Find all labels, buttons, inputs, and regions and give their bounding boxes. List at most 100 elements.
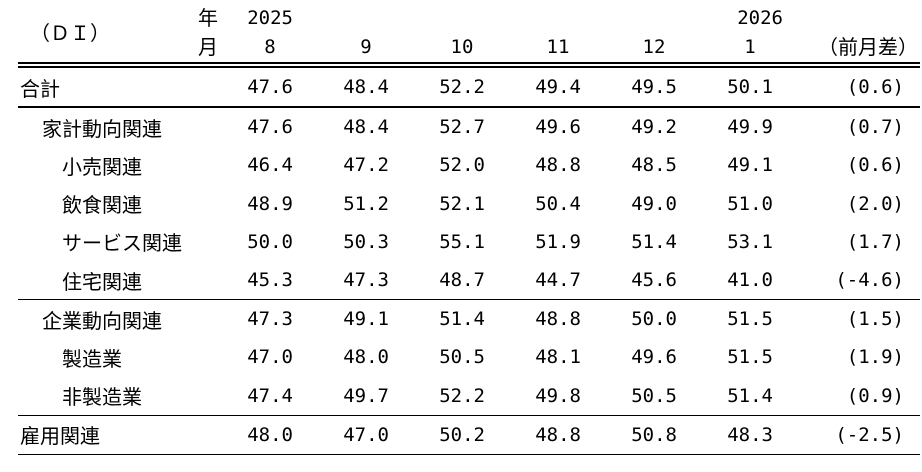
month-cell: 9 (293, 33, 389, 68)
table-body: 合計 47.6 48.4 52.2 49.4 49.5 50.1 (0.6) 家計動向関連 47.… (18, 65, 920, 455)
value-cell: 49.4 (485, 65, 581, 109)
value-cell: 48.8 (485, 415, 581, 455)
value-cell: 50.0 (631, 308, 677, 331)
value-cell: 51.9 (535, 230, 581, 253)
table-row: 家計動向関連 47.6 48.4 52.7 49.6 49.2 49.9 (0.7) (18, 107, 920, 146)
blank-cell (773, 4, 920, 33)
year-2025-label: 2025 (247, 7, 293, 29)
value-cell: 51.0 (727, 192, 773, 215)
value-cell: 44.7 (485, 260, 581, 301)
month-cell: 10 (389, 33, 485, 68)
value-cell: 51.5 (727, 308, 773, 331)
value-cell: 50.0 (247, 230, 293, 253)
table-row: 非製造業 47.4 49.7 52.2 49.8 50.5 51.4 (0.9) (18, 376, 920, 416)
value-cell: 48.0 (197, 415, 293, 455)
value-cell: 50.8 (581, 415, 677, 455)
value-cell: 52.7 (439, 116, 485, 139)
value-cell: 49.6 (631, 346, 677, 369)
value-cell: 49.0 (631, 192, 677, 215)
diff-cell: (-2.5) (773, 415, 920, 455)
value-cell: 49.2 (631, 116, 677, 139)
value-cell: 50.3 (343, 230, 389, 253)
diff-cell: (1.7) (846, 230, 904, 253)
blank-cell (389, 4, 485, 33)
month-cell: 12 (581, 33, 677, 68)
value-cell: 45.6 (581, 260, 677, 301)
value-cell: 51.2 (343, 192, 389, 215)
table-row: 雇用関連 48.0 47.0 50.2 48.8 50.8 48.3 (-2.5) (18, 415, 920, 455)
di-table: （ＤＩ） 年 2025 2026 月 8 9 (18, 4, 920, 455)
value-cell: 48.1 (535, 346, 581, 369)
header-month-row: 月 8 9 10 11 12 1 （前月差） (18, 33, 920, 68)
diff-cell: (-4.6) (773, 260, 920, 301)
diff-cell: (2.0) (846, 192, 904, 215)
table-row: 住宅関連 45.3 47.3 48.7 44.7 45.6 41.0 (-4.6) (18, 260, 920, 301)
row-label: 企業動向関連 (42, 308, 162, 333)
value-cell: 51.5 (727, 346, 773, 369)
value-cell: 51.4 (439, 308, 485, 331)
value-cell: 53.1 (727, 230, 773, 253)
header-year-row: （ＤＩ） 年 2025 2026 (18, 4, 920, 68)
value-cell: 49.7 (293, 376, 389, 416)
diff-cell: (1.9) (846, 346, 904, 369)
table-row: サービス関連 50.0 50.3 55.1 51.9 51.4 53.1 (1.7) (18, 223, 920, 261)
value-cell: 50.2 (389, 415, 485, 455)
row-label: 小売関連 (62, 154, 142, 179)
table-row: 企業動向関連 47.3 49.1 51.4 48.8 50.0 51.5 (1.5) (18, 300, 920, 339)
corner-label: （ＤＩ） (18, 4, 197, 68)
table-row: 製造業 47.0 48.0 50.5 48.1 49.6 51.5 (1.9) (18, 338, 920, 376)
month-header: 8 (264, 36, 276, 58)
blank-cell (293, 4, 389, 33)
month-header: 1 (744, 36, 756, 58)
month-cell: 1 (677, 33, 773, 68)
year-2026-label: 2026 (737, 7, 783, 29)
value-cell: 50.1 (677, 65, 773, 109)
value-cell: 47.2 (343, 154, 389, 177)
value-cell: 51.4 (677, 376, 773, 416)
value-cell: 49.8 (485, 376, 581, 416)
year-cell-left: 年 2025 (197, 4, 293, 33)
value-cell: 46.4 (247, 154, 293, 177)
value-cell: 49.1 (343, 308, 389, 331)
row-label: 住宅関連 (18, 260, 197, 301)
diff-cell: (0.6) (846, 154, 904, 177)
value-cell: 52.2 (389, 65, 485, 109)
value-cell: 48.8 (535, 154, 581, 177)
value-cell: 49.6 (535, 116, 581, 139)
table-row: 小売関連 46.4 47.2 52.0 48.8 48.5 49.1 (0.6) (18, 146, 920, 184)
value-cell: 49.5 (581, 65, 677, 109)
value-cell: 41.0 (677, 260, 773, 301)
diff-header: （前月差） (773, 33, 920, 68)
row-label: 雇用関連 (18, 415, 197, 455)
value-cell: 48.5 (631, 154, 677, 177)
value-cell: 47.6 (247, 116, 293, 139)
diff-cell: (0.6) (773, 65, 920, 109)
month-header: 9 (360, 36, 372, 58)
value-cell: 45.3 (197, 260, 293, 301)
value-cell: 50.4 (535, 192, 581, 215)
table-row: 合計 47.6 48.4 52.2 49.4 49.5 50.1 (0.6) (18, 65, 920, 109)
row-label: 非製造業 (18, 376, 197, 416)
month-header: 11 (546, 36, 570, 58)
diff-cell: (0.9) (773, 376, 920, 416)
value-cell: 55.1 (439, 230, 485, 253)
value-cell: 48.7 (389, 260, 485, 301)
row-label: サービス関連 (62, 231, 182, 256)
value-cell: 52.1 (439, 192, 485, 215)
value-cell: 50.5 (581, 376, 677, 416)
value-cell: 48.3 (677, 415, 773, 455)
month-cell: 11 (485, 33, 581, 68)
value-cell: 47.4 (197, 376, 293, 416)
month-header: 12 (642, 36, 666, 58)
row-label: 飲食関連 (62, 193, 142, 218)
value-cell: 47.3 (247, 308, 293, 331)
value-cell: 47.0 (247, 346, 293, 369)
month-header: 10 (450, 36, 474, 58)
blank-cell (581, 4, 677, 33)
value-cell: 51.4 (631, 230, 677, 253)
month-axis-label: 月 (198, 35, 218, 59)
table-row: 飲食関連 48.9 51.2 52.1 50.4 49.0 51.0 (2.0) (18, 185, 920, 223)
value-cell: 48.9 (247, 192, 293, 215)
row-label: 製造業 (62, 346, 122, 371)
